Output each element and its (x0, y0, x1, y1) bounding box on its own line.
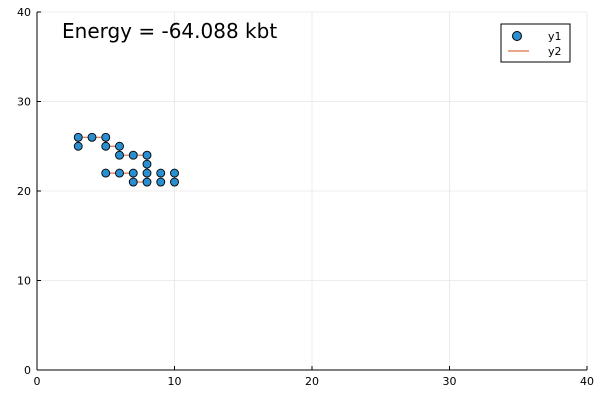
line-layer (77, 136, 148, 183)
y-tick-label: 10 (17, 275, 31, 288)
x-tick-label: 30 (443, 375, 457, 388)
x-tick-label: 20 (305, 375, 319, 388)
scatter-point-y1 (101, 132, 111, 142)
scatter-point-y1 (101, 141, 111, 151)
scatter-point-y1 (87, 132, 97, 142)
scatter-point-y1 (101, 168, 111, 178)
legend-label-y1: y1 (548, 30, 562, 43)
series-line-y2 (77, 136, 148, 183)
legend-label-y2: y2 (548, 45, 562, 58)
energy-annotation: Energy = -64.088 kbt (62, 19, 277, 43)
y-tick-label: 30 (17, 96, 31, 109)
x-tick-label: 40 (580, 375, 594, 388)
x-tick-label: 10 (168, 375, 182, 388)
tick-layer: 0 10 20 30 40 0 10 20 30 40 (17, 6, 594, 388)
scatter-point-y1 (128, 150, 138, 160)
x-tick-label: 0 (34, 375, 41, 388)
scatter-point-y1 (170, 177, 179, 187)
scatter-point-y1 (142, 150, 152, 160)
scatter-point-y1 (73, 141, 83, 151)
scatter-point-y1 (115, 141, 124, 151)
scatter-point-y1 (73, 132, 83, 142)
scatter-point-y1 (156, 177, 166, 187)
scatter-point-y1 (115, 168, 124, 178)
scatter-point-y1 (156, 168, 166, 178)
y-tick-label: 0 (24, 364, 31, 377)
scatter-point-y1 (142, 159, 152, 169)
legend-marker-y1 (512, 31, 522, 41)
scatter-point-y1 (128, 177, 138, 187)
legend: y1 y2 (500, 23, 571, 63)
scatter-point-y1 (142, 168, 152, 178)
y-tick-label: 40 (17, 6, 31, 19)
scatter-point-y1 (170, 168, 179, 178)
grid-layer (36, 11, 588, 371)
scatter-point-y1 (115, 150, 124, 160)
scatter-point-y1 (128, 168, 138, 178)
legend-box (500, 23, 571, 63)
point-layer (73, 132, 179, 187)
y-tick-label: 20 (17, 185, 31, 198)
scatter-point-y1 (142, 177, 152, 187)
